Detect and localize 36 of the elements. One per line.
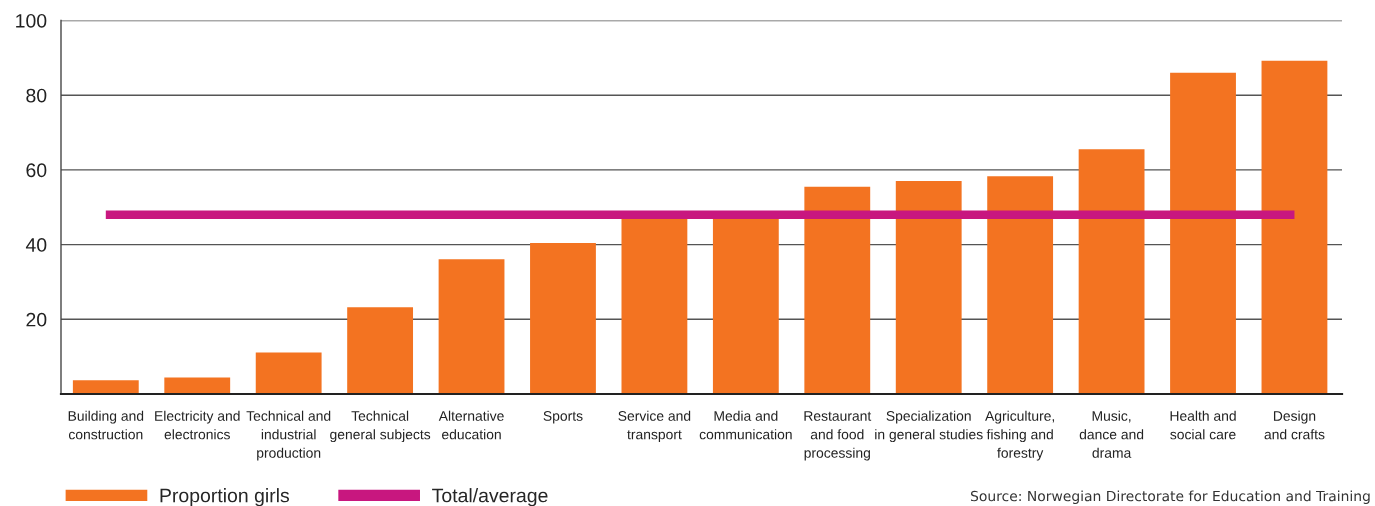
- x-tick-label: Sports: [543, 411, 583, 424]
- x-tick-label: Health and social care: [1170, 410, 1236, 440]
- bar: [530, 243, 596, 394]
- bar: [72, 380, 139, 394]
- x-tick-label: Agriculture, fishing and forestry: [985, 410, 1055, 461]
- x-tick-label: Technical general subjects: [330, 410, 431, 443]
- legend-label: Proportion girls: [160, 488, 290, 506]
- bar: [347, 307, 414, 394]
- x-tick-label: Service and transport: [618, 410, 691, 443]
- bar: [987, 176, 1054, 394]
- x-tick-label: Technical and industrial production: [246, 410, 331, 461]
- x-tick-label: Building and construction: [68, 410, 144, 440]
- x-tick-label: Restaurant and food processing: [804, 411, 872, 461]
- bar: [1170, 72, 1236, 394]
- legend-label: Total/average: [432, 488, 548, 506]
- bar: [621, 216, 688, 394]
- bar: [255, 352, 322, 394]
- bar: [895, 181, 962, 394]
- y-tick-label: 60: [26, 163, 47, 178]
- y-tick-label: 80: [26, 88, 47, 103]
- source-note: Source: Norwegian Directorate for Education and Training: [970, 490, 1370, 504]
- bar: [1261, 60, 1328, 394]
- y-tick-label: 100: [16, 13, 47, 28]
- y-tick-label: 20: [26, 312, 47, 327]
- y-tick-label: 40: [25, 238, 47, 252]
- x-tick-label: Electricity and electronics: [155, 410, 240, 440]
- x-tick-label: Design and crafts: [1264, 410, 1325, 440]
- bar: [438, 259, 505, 394]
- x-tick-label: Music, dance and drama: [1079, 410, 1144, 458]
- bar: [164, 377, 231, 394]
- bar: [1078, 149, 1145, 394]
- x-tick-label: Alternative education: [438, 410, 504, 440]
- bar: [712, 216, 779, 394]
- x-tick-label: Specialization in general studies: [875, 410, 983, 443]
- bar: [804, 186, 871, 394]
- x-tick-label: Media and communication: [699, 410, 792, 440]
